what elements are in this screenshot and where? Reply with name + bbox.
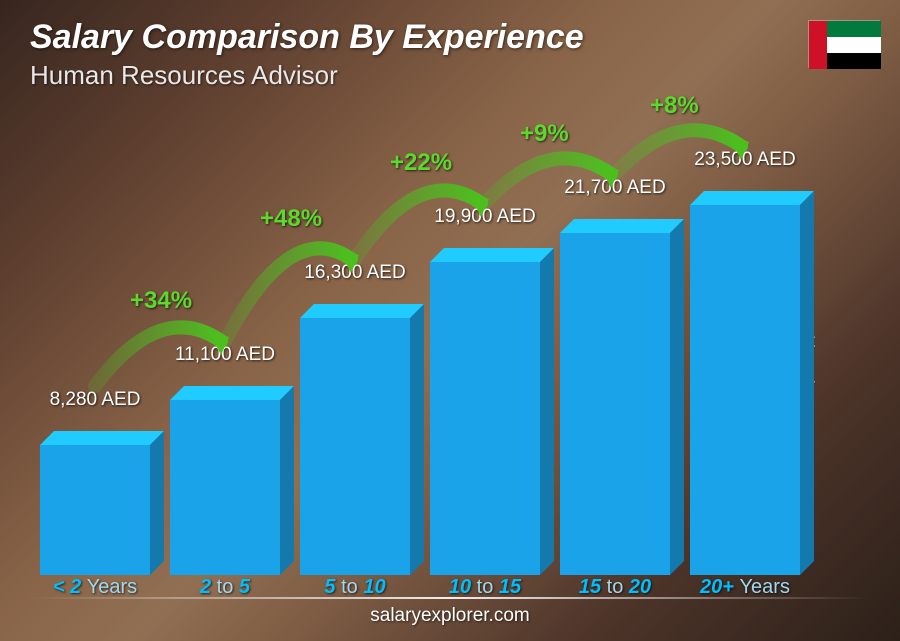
bar: 21,700 AED 15 to 20 <box>560 219 670 561</box>
bar: 8,280 AED < 2 Years <box>40 431 150 561</box>
bar-value-label: 21,700 AED <box>545 177 685 199</box>
bar-value-label: 16,300 AED <box>285 262 425 284</box>
bar-category-label: 10 to 15 <box>415 576 555 599</box>
bar-value-label: 11,100 AED <box>155 344 295 366</box>
bar: 19,900 AED 10 to 15 <box>430 248 540 561</box>
bar: 16,300 AED 5 to 10 <box>300 304 410 561</box>
bar: 11,100 AED 2 to 5 <box>170 386 280 561</box>
percent-increase-label: +34% <box>130 287 192 315</box>
bar-category-label: < 2 Years <box>25 576 165 599</box>
bar-category-label: 20+ Years <box>675 576 815 599</box>
bar-category-label: 5 to 10 <box>285 576 425 599</box>
percent-increase-label: +8% <box>650 92 699 120</box>
percent-increase-label: +22% <box>390 149 452 177</box>
bar-value-label: 23,500 AED <box>675 149 815 171</box>
bar-category-label: 15 to 20 <box>545 576 685 599</box>
chart-subtitle: Human Resources Advisor <box>30 60 338 91</box>
chart-title: Salary Comparison By Experience <box>30 18 584 57</box>
bar-chart: 8,280 AED < 2 Years 11,100 AED 2 to 5 16… <box>40 110 840 561</box>
footer-source: salaryexplorer.com <box>0 605 900 627</box>
percent-increase-label: +48% <box>260 205 322 233</box>
footer-divider <box>30 597 870 599</box>
bar-value-label: 19,900 AED <box>415 206 555 228</box>
country-flag <box>808 20 880 68</box>
bar-category-label: 2 to 5 <box>155 576 295 599</box>
bar: 23,500 AED 20+ Years <box>690 191 800 561</box>
bar-value-label: 8,280 AED <box>25 389 165 411</box>
percent-increase-label: +9% <box>520 120 569 148</box>
